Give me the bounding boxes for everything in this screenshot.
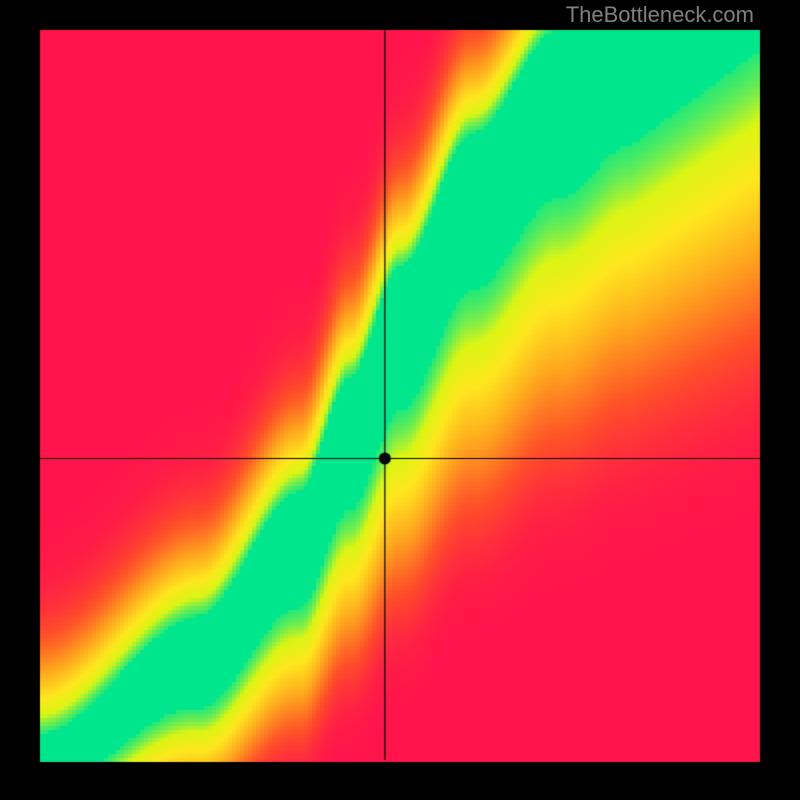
bottleneck-heatmap (0, 0, 800, 800)
watermark-text: TheBottleneck.com (566, 2, 754, 28)
